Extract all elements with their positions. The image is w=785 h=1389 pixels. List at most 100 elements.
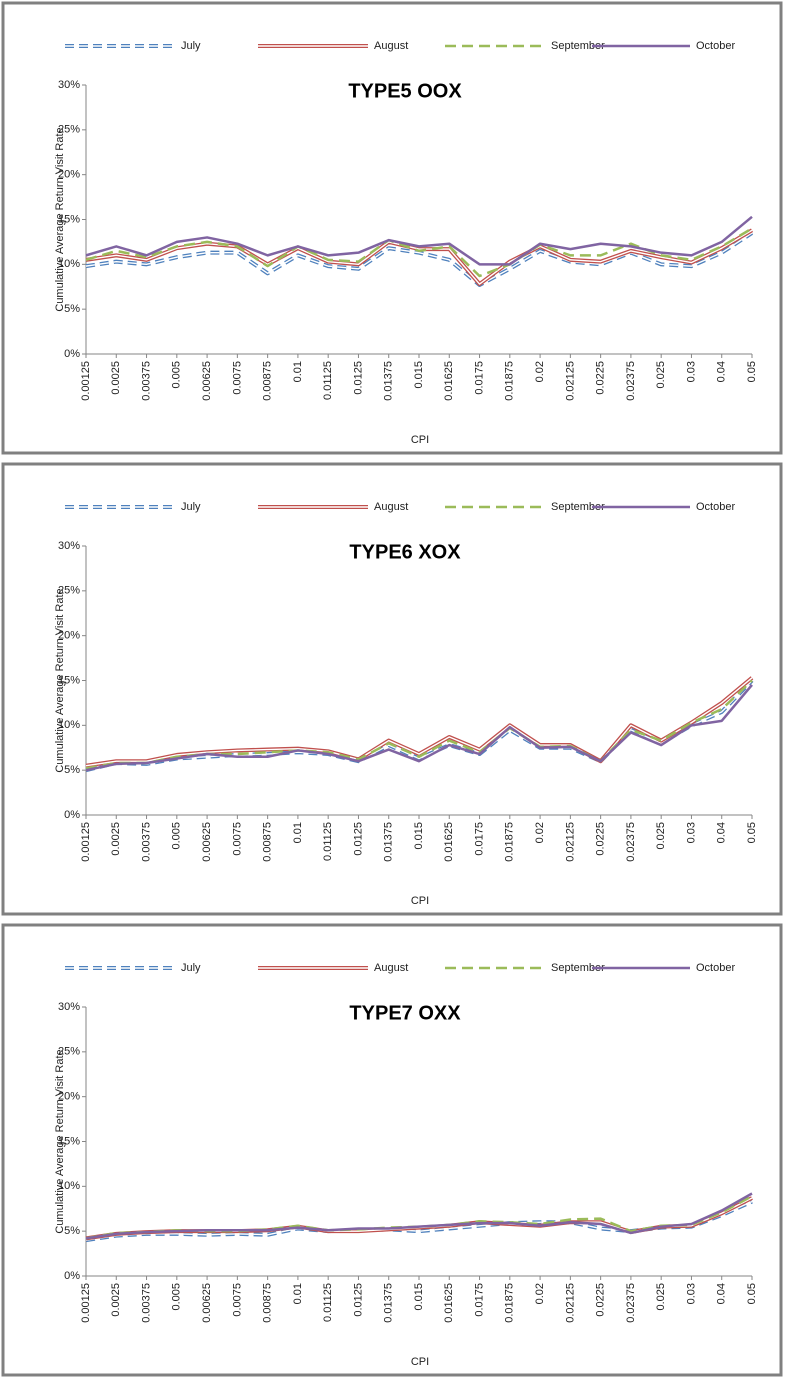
x-tick-label: 0.025 [655, 1283, 667, 1311]
series-line-inner [85, 680, 753, 771]
x-tick-label: 0.02375 [625, 1283, 637, 1323]
x-tick-label: 0.01 [292, 361, 304, 382]
x-tick-label: 0.00125 [80, 822, 92, 862]
panel-border [1, 923, 783, 1377]
x-tick-label: 0.04 [716, 822, 728, 843]
panel-border [1, 462, 783, 916]
x-tick-label: 0.01625 [443, 1283, 455, 1323]
y-tick-label: 10% [58, 719, 80, 731]
chart-panel: TYPE5 OOX 0% 5% 10% 15% 20% 25% 30% 0.00125 0.002… [1, 1, 783, 455]
x-tick-label: 0.02125 [564, 1283, 576, 1323]
x-tick-label: 0.0025 [110, 1283, 122, 1317]
legend-label: October [696, 962, 735, 974]
x-tick-label: 0.0025 [110, 822, 122, 856]
x-tick-label: 0.01 [292, 1283, 304, 1304]
x-tick-label: 0.01625 [443, 822, 455, 862]
legend-label: August [374, 40, 408, 52]
x-tick-label: 0.0225 [595, 1283, 607, 1317]
x-tick-label: 0.00375 [140, 822, 152, 862]
x-tick-label: 0.04 [716, 361, 728, 382]
x-tick-label: 0.015 [413, 822, 425, 850]
y-tick-label: 25% [58, 124, 80, 136]
x-tick-label: 0.02125 [564, 822, 576, 862]
x-tick-label: 0.00625 [201, 1283, 213, 1323]
y-tick-label: 20% [58, 1091, 80, 1103]
series-line [85, 215, 753, 266]
x-tick-label: 0.05 [746, 822, 758, 843]
chart-panel: TYPE7 OXX 0% 5% 10% 15% 20% 25% 30% 0.00125 0.002… [1, 923, 783, 1377]
x-tick-label: 0.0225 [595, 822, 607, 856]
x-axis-label: CPI [411, 895, 429, 907]
y-tick-label: 0% [64, 809, 80, 821]
x-tick-label: 0.01125 [322, 1283, 334, 1322]
x-tick-label: 0.0175 [473, 361, 485, 395]
series-line [85, 227, 753, 278]
y-tick-label: 30% [58, 1001, 80, 1013]
x-axis-label: CPI [411, 434, 429, 446]
x-tick-label: 0.025 [655, 361, 667, 389]
x-tick-label: 0.005 [171, 822, 183, 850]
y-tick-label: 20% [58, 169, 80, 181]
x-tick-label: 0.02 [534, 361, 546, 382]
x-tick-label: 0.00375 [140, 361, 152, 401]
legend-label: October [696, 501, 735, 513]
x-tick-label: 0.02375 [625, 361, 637, 401]
series-line-inner [85, 677, 753, 767]
legend-label: September [551, 40, 605, 52]
x-tick-label: 0.0075 [231, 1283, 243, 1317]
y-tick-label: 5% [64, 303, 80, 315]
x-tick-label: 0.0175 [473, 822, 485, 856]
x-tick-label: 0.04 [716, 1283, 728, 1304]
x-tick-label: 0.00875 [262, 1283, 274, 1323]
y-tick-label: 25% [58, 1046, 80, 1058]
chart-title: TYPE5 OOX [348, 80, 462, 102]
x-tick-label: 0.0225 [595, 361, 607, 395]
series-line [85, 1192, 753, 1240]
x-tick-label: 0.01875 [504, 361, 516, 401]
y-tick-label: 5% [64, 764, 80, 776]
x-tick-label: 0.01875 [504, 1283, 516, 1323]
legend-label: July [181, 962, 201, 974]
x-tick-label: 0.0075 [231, 822, 243, 856]
x-axis-label: CPI [411, 1356, 429, 1368]
x-tick-label: 0.0125 [352, 822, 364, 856]
x-tick-label: 0.05 [746, 361, 758, 382]
x-tick-label: 0.05 [746, 1283, 758, 1304]
y-tick-label: 10% [58, 1180, 80, 1192]
x-tick-label: 0.0075 [231, 361, 243, 395]
x-tick-label: 0.015 [413, 361, 425, 389]
series-line [85, 684, 753, 772]
legend-label: July [181, 40, 201, 52]
x-tick-label: 0.025 [655, 822, 667, 850]
y-tick-label: 5% [64, 1225, 80, 1237]
x-tick-label: 0.03 [685, 822, 697, 843]
x-tick-label: 0.01 [292, 822, 304, 843]
legend-label: August [374, 501, 408, 513]
legend-label: August [374, 962, 408, 974]
y-axis-label: Cumulative Average Return Visit Rate [54, 127, 66, 311]
chart-title: TYPE7 OXX [349, 1002, 461, 1024]
x-tick-label: 0.00125 [80, 1283, 92, 1323]
x-tick-label: 0.01125 [322, 361, 334, 400]
x-tick-label: 0.005 [171, 361, 183, 389]
x-tick-label: 0.00625 [201, 822, 213, 862]
y-axis-label: Cumulative Average Return Visit Rate [54, 588, 66, 772]
x-tick-label: 0.0025 [110, 361, 122, 395]
y-tick-label: 30% [58, 540, 80, 552]
legend-label: September [551, 501, 605, 513]
chart-panel: TYPE6 XOX 0% 5% 10% 15% 20% 25% 30% 0.00125 0.002… [1, 462, 783, 916]
x-tick-label: 0.015 [413, 1283, 425, 1311]
y-tick-label: 0% [64, 348, 80, 360]
x-tick-label: 0.005 [171, 1283, 183, 1311]
x-tick-label: 0.02 [534, 822, 546, 843]
x-tick-label: 0.00875 [262, 822, 274, 862]
y-tick-label: 15% [58, 674, 80, 686]
x-tick-label: 0.01125 [322, 822, 334, 861]
x-tick-label: 0.00375 [140, 1283, 152, 1323]
chart-title: TYPE6 XOX [349, 541, 461, 563]
y-tick-label: 0% [64, 1270, 80, 1282]
x-tick-label: 0.01875 [504, 822, 516, 862]
y-tick-label: 20% [58, 630, 80, 642]
x-tick-label: 0.0175 [473, 1283, 485, 1317]
